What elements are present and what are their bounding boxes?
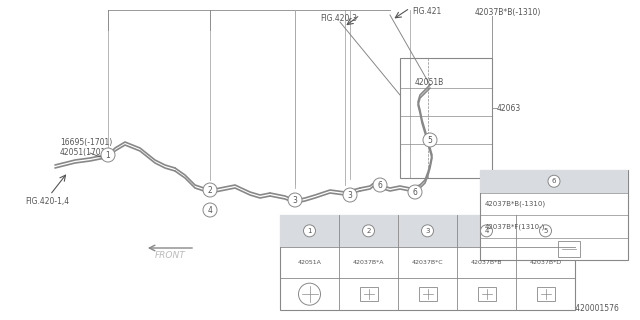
Text: 42037B*D: 42037B*D <box>529 260 561 265</box>
Text: 5: 5 <box>428 135 433 145</box>
Text: 42037B*B: 42037B*B <box>471 260 502 265</box>
Bar <box>536 287 554 301</box>
Text: 6: 6 <box>413 188 417 196</box>
Bar <box>400 58 492 178</box>
Text: 4: 4 <box>484 228 489 234</box>
Text: FIG.420-3: FIG.420-3 <box>320 14 357 23</box>
Circle shape <box>548 175 560 187</box>
Circle shape <box>288 193 302 207</box>
Text: 42051A: 42051A <box>298 260 321 265</box>
Text: 42051(1701-): 42051(1701-) <box>60 148 112 157</box>
Bar <box>280 215 575 247</box>
Circle shape <box>373 178 387 192</box>
Text: 3: 3 <box>348 190 353 199</box>
Text: 1: 1 <box>307 228 312 234</box>
Bar <box>480 170 628 260</box>
Text: 42037B*B(-1310): 42037B*B(-1310) <box>475 8 541 17</box>
Text: FRONT: FRONT <box>155 251 186 260</box>
Bar <box>360 287 378 301</box>
Text: 16695(-1701): 16695(-1701) <box>60 138 112 147</box>
Text: 6: 6 <box>552 178 556 184</box>
Bar <box>477 287 495 301</box>
Text: 6: 6 <box>378 180 383 189</box>
Text: 42037B*F(1310-): 42037B*F(1310-) <box>485 223 545 229</box>
Bar <box>419 287 436 301</box>
Text: 42051B: 42051B <box>415 78 444 87</box>
Text: 2: 2 <box>366 228 371 234</box>
Text: 1: 1 <box>106 150 110 159</box>
Circle shape <box>481 225 493 237</box>
Circle shape <box>423 133 437 147</box>
Circle shape <box>343 188 357 202</box>
Text: FIG.421: FIG.421 <box>412 7 441 16</box>
Text: 42037B*C: 42037B*C <box>412 260 444 265</box>
Text: 3: 3 <box>292 196 298 204</box>
Circle shape <box>408 185 422 199</box>
Bar <box>280 215 575 310</box>
Text: 5: 5 <box>543 228 548 234</box>
Circle shape <box>203 183 217 197</box>
Circle shape <box>303 225 316 237</box>
Text: FIG.420-1,4: FIG.420-1,4 <box>25 197 69 206</box>
Circle shape <box>362 225 374 237</box>
Circle shape <box>203 203 217 217</box>
Text: 3: 3 <box>425 228 429 234</box>
Circle shape <box>540 225 552 237</box>
Text: 2: 2 <box>207 186 212 195</box>
Text: 42063: 42063 <box>497 103 521 113</box>
Bar <box>558 241 580 257</box>
Text: A420001576: A420001576 <box>571 304 620 313</box>
Circle shape <box>101 148 115 162</box>
Circle shape <box>422 225 433 237</box>
Text: 42037B*B(-1310): 42037B*B(-1310) <box>485 201 546 207</box>
Text: 4: 4 <box>207 205 212 214</box>
Bar <box>480 170 628 193</box>
Text: 42037B*A: 42037B*A <box>353 260 384 265</box>
